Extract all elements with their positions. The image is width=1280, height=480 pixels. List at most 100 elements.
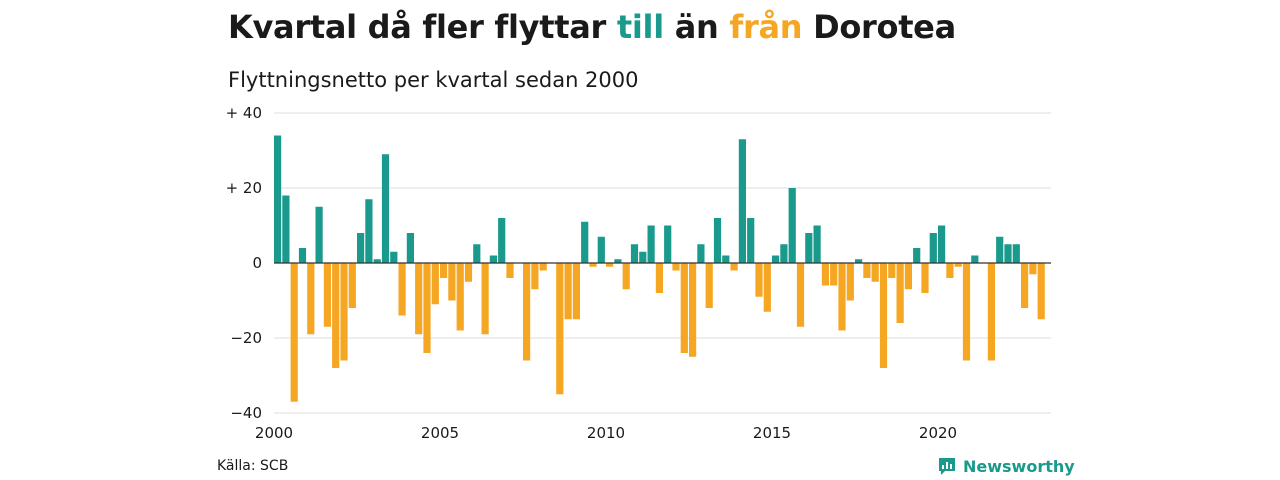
- bar: [855, 259, 863, 263]
- bar: [431, 263, 439, 305]
- y-tick-label: −40: [230, 404, 262, 422]
- bar: [315, 206, 323, 263]
- bar: [747, 218, 755, 263]
- bar: [1004, 244, 1012, 263]
- title-highlight-out: från: [729, 8, 803, 46]
- bar: [597, 236, 605, 263]
- brand-logo: Newsworthy: [937, 456, 1075, 476]
- bar: [630, 244, 639, 263]
- bar: [373, 259, 381, 263]
- bar: [830, 263, 838, 286]
- brand-name: Newsworthy: [963, 456, 1075, 476]
- bar: [705, 263, 713, 308]
- bar: [473, 244, 481, 263]
- bar: [996, 236, 1004, 263]
- bar: [946, 263, 954, 278]
- bar: [365, 199, 373, 263]
- title-part-1: Kvartal då fler flyttar: [228, 8, 617, 46]
- bar: [722, 255, 730, 263]
- y-axis: + 40 + 20 0 −20 −40: [226, 104, 262, 422]
- bar: [440, 263, 448, 278]
- bar: [655, 263, 663, 293]
- bar: [581, 221, 589, 263]
- bar: [348, 263, 356, 308]
- y-tick-label: −20: [230, 329, 262, 347]
- bar: [805, 233, 813, 263]
- bar: [780, 244, 788, 263]
- bar: [614, 259, 622, 263]
- bar: [340, 263, 348, 361]
- bar: [531, 263, 539, 290]
- bar: [863, 263, 871, 278]
- bar: [697, 244, 705, 263]
- x-tick-label: 2000: [255, 424, 293, 442]
- bar: [606, 263, 614, 267]
- bar: [481, 263, 489, 335]
- bar: [913, 248, 921, 263]
- bar: [357, 233, 365, 263]
- bar: [896, 263, 904, 323]
- bar: [290, 263, 298, 402]
- title-part-3: Dorotea: [802, 8, 956, 46]
- bar: [647, 225, 655, 263]
- bar: [713, 218, 722, 263]
- bar: [871, 263, 879, 282]
- x-tick-label: 2010: [587, 424, 625, 442]
- y-tick-label: + 20: [226, 179, 262, 197]
- bar: [971, 255, 979, 263]
- bar: [763, 263, 771, 312]
- bar: [904, 263, 912, 290]
- x-tick-label: 2015: [753, 424, 791, 442]
- bar: [406, 233, 414, 263]
- bar: [307, 263, 315, 335]
- bar: [1012, 244, 1020, 263]
- bar: [755, 263, 763, 297]
- bar: [888, 263, 896, 278]
- bar: [456, 263, 464, 331]
- bar: [506, 263, 514, 278]
- bar: [622, 263, 630, 290]
- bar: [423, 263, 431, 353]
- bar: [838, 263, 846, 331]
- bars: [274, 135, 1051, 402]
- bar: [1021, 263, 1029, 308]
- bar: [772, 255, 780, 263]
- bar: [323, 263, 331, 327]
- bar: [921, 263, 929, 293]
- bar: [282, 195, 290, 263]
- grid-lines: [274, 112, 1051, 414]
- bar: [796, 263, 805, 327]
- bar: [556, 263, 564, 395]
- bar: [332, 263, 340, 368]
- x-tick-label: 2005: [421, 424, 459, 442]
- bar: [813, 225, 821, 263]
- bar: [448, 263, 456, 301]
- x-axis: 2000 2005 2010 2015 2020: [255, 424, 957, 442]
- bar: [929, 233, 937, 263]
- bar: [298, 248, 307, 263]
- newsworthy-logo-icon: [939, 458, 955, 475]
- chart-subtitle: Flyttningsnetto per kvartal sedan 2000: [228, 68, 639, 92]
- bar: [938, 225, 946, 263]
- bar: [564, 263, 572, 320]
- source-note: Källa: SCB: [217, 458, 289, 474]
- bar: [539, 263, 547, 271]
- chart-title: Kvartal då fler flyttar till än från Dor…: [228, 8, 956, 46]
- bar: [1029, 263, 1037, 275]
- bar: [821, 263, 829, 286]
- bar: [398, 263, 406, 316]
- bar: [954, 263, 962, 267]
- bar: [639, 251, 647, 263]
- bar: [738, 139, 746, 263]
- y-tick-label: + 40: [226, 104, 262, 122]
- bar: [672, 263, 680, 271]
- bar: [572, 263, 580, 320]
- title-part-2: än: [663, 8, 730, 46]
- bar: [523, 263, 531, 361]
- bar: [846, 263, 854, 301]
- bar: [730, 263, 738, 271]
- bar: [489, 255, 497, 263]
- bar: [664, 225, 672, 263]
- bar: [680, 263, 688, 353]
- bar: [689, 263, 697, 357]
